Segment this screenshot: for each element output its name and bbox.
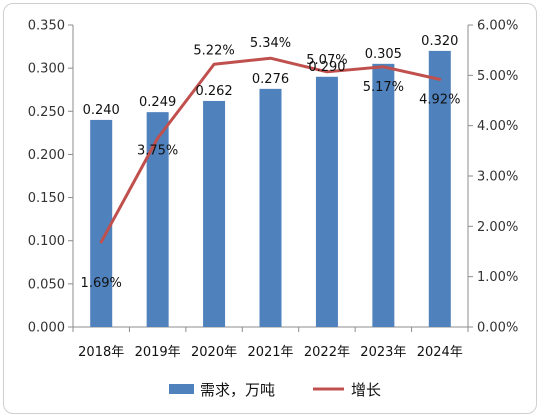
x-tick-label: 2022年 xyxy=(304,345,350,360)
legend-label-bars: 需求，万吨 xyxy=(200,381,275,399)
y-left-tick-label: 0.200 xyxy=(28,148,65,163)
y-left-tick-label: 0.300 xyxy=(28,62,65,77)
bar xyxy=(372,63,395,327)
y-left-tick-label: 0.350 xyxy=(28,19,65,34)
y-left-tick-label: 0.100 xyxy=(28,234,65,249)
x-tick-label: 2024年 xyxy=(417,345,463,360)
legend-swatch-bars xyxy=(169,384,194,394)
chart-frame: 0.000 0.050 0.100 0.150 0.200 0.250 0.300 0.350… xyxy=(3,3,537,414)
y-right-tick-label: 3.00% xyxy=(477,170,518,185)
x-tick-label: 2023年 xyxy=(360,345,406,360)
line-data-label: 5.34% xyxy=(250,36,291,51)
bar-data-label: 0.249 xyxy=(139,95,176,110)
y-right-tick-label: 1.00% xyxy=(477,270,518,285)
x-tick-label: 2018年 xyxy=(78,345,124,360)
bar xyxy=(315,76,338,328)
bar xyxy=(203,100,226,327)
y-right-tick-label: 4.00% xyxy=(477,119,518,134)
growth-line xyxy=(99,56,442,244)
y-right-tick-label: 0.00% xyxy=(477,321,518,336)
x-tick-label: 2020年 xyxy=(191,345,237,360)
combo-chart: 0.000 0.050 0.100 0.150 0.200 0.250 0.300 0.350… xyxy=(28,19,519,400)
line-data-label: 5.17% xyxy=(363,80,404,95)
bar-data-label: 0.262 xyxy=(195,84,232,99)
bar-data-label: 0.290 xyxy=(308,60,345,75)
bar-data-label: 0.305 xyxy=(365,47,402,62)
line-data-label: 5.22% xyxy=(193,43,234,58)
line-data-label: 5.07% xyxy=(306,53,347,68)
bar-data-label: 0.240 xyxy=(83,103,120,118)
bar-data-label: 0.276 xyxy=(252,72,289,87)
line-data-label: 4.92% xyxy=(419,92,460,107)
bar xyxy=(428,50,451,328)
y-left-tick-label: 0.000 xyxy=(28,321,65,336)
y-right-tick-label: 2.00% xyxy=(477,220,518,235)
y-right-tick-label: 5.00% xyxy=(477,69,518,84)
y-right-tick-label: 6.00% xyxy=(477,19,518,34)
y-left-tick-label: 0.250 xyxy=(28,105,65,120)
bar xyxy=(90,119,113,328)
bar xyxy=(259,88,282,327)
y-left-tick-label: 0.050 xyxy=(28,277,65,292)
legend-label-line: 增长 xyxy=(351,381,381,399)
x-tick-label: 2019年 xyxy=(135,345,181,360)
line-data-label: 3.75% xyxy=(137,143,178,158)
line-data-label: 1.69% xyxy=(81,276,122,291)
x-tick-label: 2021年 xyxy=(247,345,293,360)
bar-data-label: 0.320 xyxy=(421,34,458,49)
y-left-tick-label: 0.150 xyxy=(28,191,65,206)
bar xyxy=(146,112,169,327)
